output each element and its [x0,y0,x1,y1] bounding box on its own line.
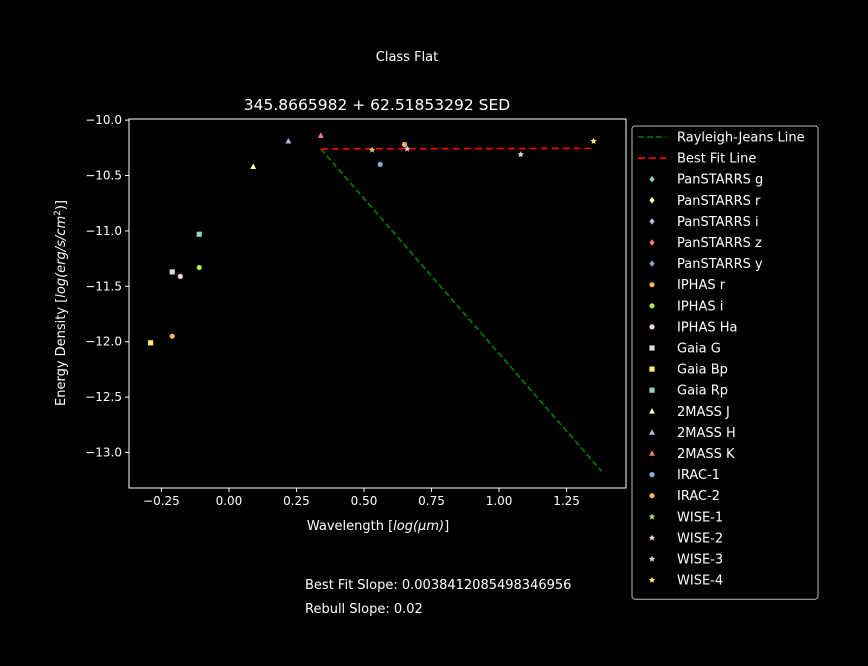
x-tick-label: 1.00 [486,494,513,508]
legend-label: IRAC-1 [677,468,720,483]
y-tick-label: −12.5 [85,390,122,404]
legend-label: IPHAS i [677,299,723,314]
irac-1-point [377,161,383,168]
legend-marker [649,366,655,372]
legend-marker [649,239,655,246]
gaia-rp-point [196,231,202,237]
2mass-k-point [317,132,324,138]
legend-marker [649,260,655,267]
legend-marker [649,450,655,456]
rebull-slope-text: Rebull Slope: 0.02 [305,602,423,617]
legend-label: IPHAS r [677,278,726,293]
x-tick-label: 0.50 [351,494,378,508]
legend-label: Best Fit Line [677,152,756,167]
legend-label: IRAC-2 [677,489,720,504]
legend-marker [649,176,655,183]
legend-marker [649,197,655,204]
legend-label: WISE-4 [677,574,723,589]
y-tick-label: −13.0 [85,446,122,460]
y-tick-label: −11.5 [85,279,122,293]
legend-label: 2MASS H [677,426,736,441]
legend-label: WISE-2 [677,531,723,546]
legend-label: Gaia Bp [677,363,728,378]
wise-4-point [590,137,597,144]
best-fit-line-line [320,147,591,150]
legend-label: PanSTARRS y [677,257,763,272]
legend-marker [649,408,655,414]
plot-area: −0.25 0.00 0.25 0.50 0.75 1.00 1.25 −10.0 −10.5 −… [85,113,627,508]
legend-label: Gaia Rp [677,384,728,399]
legend-marker [649,493,655,499]
legend-label: 2MASS K [677,447,735,462]
legend-marker [649,429,655,435]
wise-3-point [517,151,524,158]
iphas-i-point [196,264,202,271]
legend-frame [631,125,819,600]
legend-marker [649,218,655,225]
legend: Rayleigh-Jeans Line Best Fit Line PanSTARR… [631,125,819,600]
legend-label: 2MASS J [677,405,730,420]
legend-label: PanSTARRS i [677,215,759,230]
legend-marker [649,387,655,393]
y-tick-label: −11.0 [85,224,122,238]
legend-label: PanSTARRS r [677,194,761,209]
2mass-h-point [285,137,292,144]
y-tick-label: −10.5 [85,169,122,183]
x-tick-label: 1.25 [553,494,580,508]
y-tick-label: −12.0 [85,335,122,349]
legend-label: WISE-1 [677,510,723,525]
legend-marker [648,534,656,541]
plot-frame [128,118,627,489]
x-tick-label: −0.25 [143,494,180,508]
iphas-ha-point [177,273,183,279]
legend-label: IPHAS Ha [677,320,737,335]
gaia-g-point [169,269,175,275]
wise-2-point [403,145,411,152]
legend-marker [649,472,655,478]
legend-marker [649,324,655,330]
y-axis-label: Energy Density [log(erg/s/cm2)] [53,200,69,406]
chart-title: 345.8665982 + 62.51853292 SED [244,96,510,114]
gaia-bp-point [148,340,154,346]
x-tick-label: 0.00 [216,494,243,508]
legend-marker [649,303,655,309]
2mass-j-point [250,163,257,169]
x-tick-label: 0.75 [418,494,445,508]
legend-marker [649,282,655,288]
legend-label: PanSTARRS g [677,173,763,188]
y-tick-label: −10.0 [85,113,122,127]
figure-suptitle: Class Flat [376,50,439,65]
legend-label: PanSTARRS z [677,236,762,251]
legend-label: WISE-3 [677,553,723,568]
legend-label: Gaia G [677,342,721,357]
legend-marker [648,513,656,520]
rayleigh-jeans-line-line [320,148,603,472]
best-fit-slope-text: Best Fit Slope: 0.003841208549834695​6 [305,578,571,593]
wise-1-point [368,146,376,153]
legend-marker [648,555,656,562]
x-axis-label: Wavelength [log(μm)] [307,519,449,534]
legend-marker [649,345,655,351]
legend-label: Rayleigh-Jeans Line [677,131,805,146]
irac-2-point [401,141,408,148]
x-tick-label: 0.25 [283,494,310,508]
iphas-r-point [169,333,175,339]
legend-marker [648,576,656,583]
